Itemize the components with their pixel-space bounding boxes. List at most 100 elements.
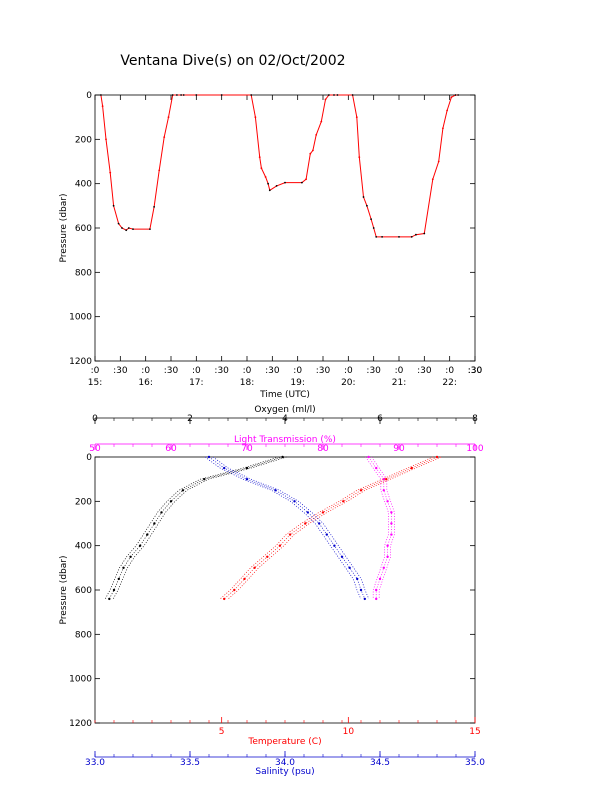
profile-salinity: [204, 455, 370, 601]
profile-point: [112, 588, 116, 592]
bottom-y-label: Pressure (dbar): [59, 556, 69, 625]
profile-cast-line: [208, 456, 366, 600]
profile-point: [410, 466, 413, 470]
top-x-tick-hour: 16:: [138, 378, 152, 388]
profile-cast-line: [204, 456, 362, 600]
profile-point: [318, 522, 321, 525]
profile-point: [375, 466, 378, 470]
profile-point: [233, 588, 236, 592]
profile-point: [340, 555, 344, 558]
dive-point: [381, 236, 383, 238]
dive-point: [132, 228, 134, 231]
profile-point: [278, 544, 282, 547]
profile-point: [153, 522, 156, 525]
profile-point: [390, 511, 393, 514]
dive-pressure-line: [100, 94, 459, 238]
profile-cast-line: [365, 456, 389, 599]
dive-point: [358, 156, 361, 159]
axis-title: Temperature (C): [247, 737, 321, 747]
top-x-tick-minute: :30: [265, 366, 280, 376]
profile-point: [117, 577, 121, 581]
axis-tick-label: 80: [317, 444, 329, 454]
dive-point: [112, 204, 115, 207]
dive-point: [355, 116, 358, 119]
axis-tick-label: 50: [89, 444, 101, 454]
dive-point: [121, 227, 123, 229]
dive-point: [264, 176, 267, 178]
top-x-tick-hour: 19:: [290, 378, 304, 388]
dive-point: [284, 181, 286, 184]
bottom-chart: 0 200 400 600 800 1000 1200 0 2 4 6 8 Oxygen (ml/l) 5…: [59, 405, 485, 777]
profile-point: [390, 533, 393, 536]
top-x-tick-minute: :0: [344, 366, 353, 376]
profile-cast-line: [219, 456, 434, 600]
profile-point: [243, 577, 246, 581]
profile-cast-line: [212, 456, 370, 600]
axis-light: 50 60 70 80 90 100 Light Transmission (%): [89, 435, 484, 454]
top-y-tick-label: 400: [75, 180, 92, 190]
top-x-axis: :0:30:0:30:0:30:0:30:0:30:0:30:0:30:0:30…: [88, 95, 483, 388]
profile-point: [375, 597, 378, 601]
dive-point: [100, 94, 102, 96]
profile-point: [375, 588, 378, 592]
profile-point: [348, 566, 351, 569]
top-x-tick-minute: :0: [293, 366, 302, 376]
dive-point: [305, 178, 307, 181]
dive-point: [182, 94, 185, 96]
top-x-tick-minute: :0: [192, 366, 201, 376]
profile-point: [325, 533, 328, 536]
dive-point: [176, 94, 178, 96]
dive-point: [220, 94, 223, 96]
dive-point: [153, 206, 156, 208]
top-x-tick-hour: 21:: [392, 378, 406, 388]
profile-point: [382, 489, 385, 492]
top-x-tick-minute: :0: [395, 366, 404, 376]
bottom-plot-frame: [94, 456, 476, 724]
profile-cast-line: [371, 456, 395, 599]
dive-point: [366, 204, 368, 207]
dive-point: [163, 136, 166, 139]
axis-tick-label: 33.5: [180, 758, 200, 768]
profile-point: [223, 597, 226, 601]
profile-point: [245, 478, 249, 481]
dive-point: [333, 94, 335, 96]
profile-cast-line: [227, 456, 442, 600]
bottom-y-tick-label: 600: [75, 586, 92, 596]
profile-point: [386, 544, 389, 547]
profile-point: [122, 566, 125, 569]
top-x-label: Time (UTC): [259, 390, 310, 400]
dive-point: [457, 94, 459, 96]
top-y-tick-label: 200: [75, 135, 92, 145]
axis-temperature: 5 10 15 Temperature (C): [94, 717, 481, 747]
profile-point: [288, 533, 292, 536]
profile-point: [223, 466, 226, 470]
bottom-y-tick-label: 0: [86, 453, 92, 463]
axis-title: Light Transmission (%): [234, 435, 336, 445]
dive-point: [410, 236, 413, 238]
profile-point: [367, 455, 370, 459]
profile-point: [342, 500, 345, 503]
bottom-y-tick-label: 1000: [69, 675, 92, 685]
dive-point: [309, 152, 312, 155]
bottom-series: [104, 455, 442, 601]
axis-tick-label: 34.0: [275, 758, 295, 768]
axis-title: Salinity (psu): [255, 767, 314, 777]
dive-point: [149, 228, 151, 231]
profile-point: [359, 588, 363, 592]
top-plot-frame: [94, 94, 476, 362]
dive-point: [312, 149, 314, 152]
profile-point: [138, 544, 142, 547]
axis-tick-label: 90: [393, 444, 405, 454]
dive-point: [415, 233, 417, 236]
profile-point: [378, 577, 382, 581]
top-y-label: Pressure (dbar): [59, 194, 69, 263]
profile-point: [385, 478, 388, 481]
axis-tick-label: 60: [165, 444, 177, 454]
dive-point: [320, 120, 323, 123]
top-x-tick-hour: 17:: [189, 378, 203, 388]
dive-point: [101, 105, 104, 107]
top-x-tick-minute: :0: [141, 366, 150, 376]
top-x-tick-minute: :0: [243, 366, 252, 376]
top-x-tick-hour: 20:: [341, 378, 355, 388]
dive-point: [125, 229, 128, 232]
